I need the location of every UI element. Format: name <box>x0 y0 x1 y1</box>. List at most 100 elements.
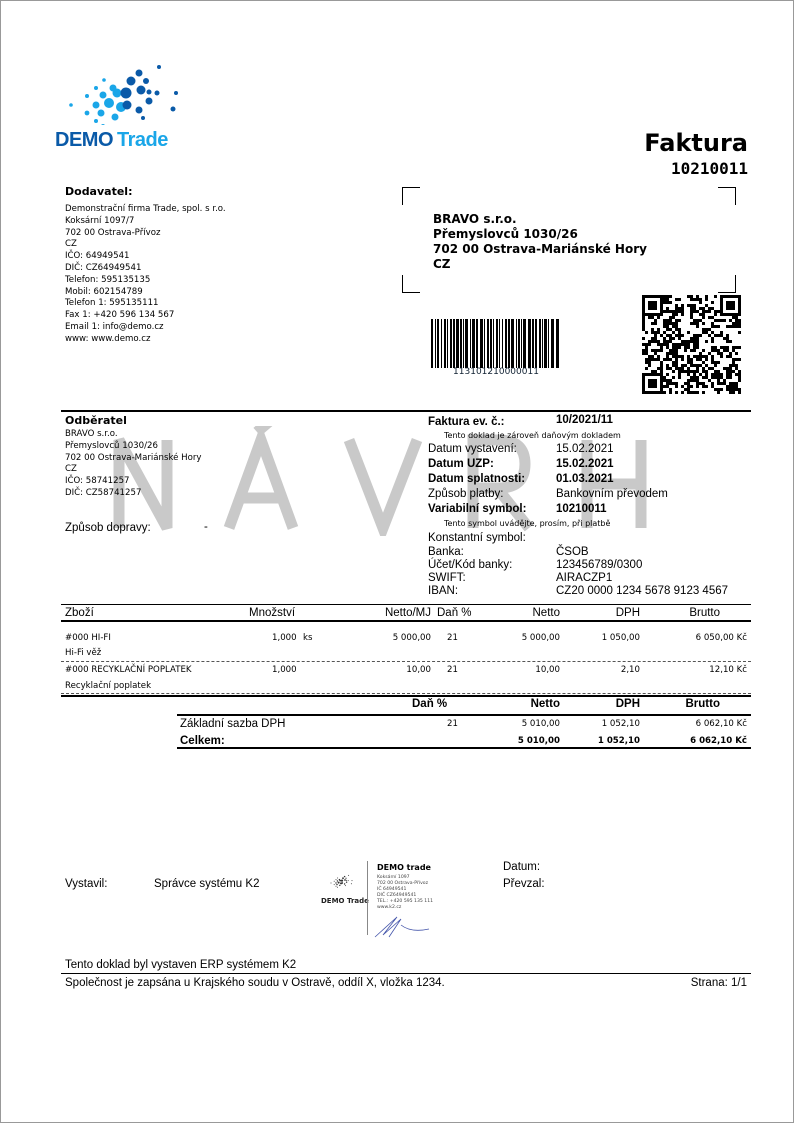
qr-module <box>660 361 663 364</box>
qr-module <box>702 349 705 352</box>
qr-module <box>726 304 729 307</box>
qr-module <box>726 340 729 343</box>
summary-header-net: Netto <box>530 698 560 710</box>
logo-dot <box>141 116 145 120</box>
qr-module <box>645 313 648 316</box>
stamp-dot <box>337 881 340 884</box>
qr-module <box>711 301 714 304</box>
qr-module <box>723 367 726 370</box>
barcode-bar <box>435 319 436 368</box>
qr-module <box>738 358 741 361</box>
qr-module <box>669 301 672 304</box>
qr-module <box>732 295 735 298</box>
qr-module <box>702 391 705 394</box>
qr-module <box>696 325 699 328</box>
item-net: 5 000,00 <box>521 633 560 643</box>
stamp-dot <box>351 880 353 882</box>
qr-module <box>651 385 654 388</box>
stamp-dot <box>336 886 338 888</box>
supplier-details: Demonstrační firma Trade, spol. s r.o. K… <box>65 204 226 346</box>
qr-module <box>642 388 645 391</box>
stamp-dot <box>344 885 346 887</box>
qr-module <box>723 295 726 298</box>
qr-module <box>663 379 666 382</box>
qr-module <box>642 385 645 388</box>
qr-module <box>732 325 735 328</box>
qr-module <box>687 391 690 394</box>
customer-line: CZ <box>65 464 77 475</box>
qr-module <box>663 343 666 346</box>
stamp-dot <box>339 879 342 882</box>
qr-module <box>672 313 675 316</box>
qr-module <box>687 379 690 382</box>
qr-module <box>663 310 666 313</box>
stamp-dot <box>330 882 332 884</box>
qr-module <box>645 373 648 376</box>
qr-module <box>663 322 666 325</box>
qr-module <box>726 367 729 370</box>
qr-module <box>663 337 666 340</box>
summary-total-net: 5 010,00 <box>517 736 560 746</box>
qr-module <box>726 346 729 349</box>
qr-module <box>660 301 663 304</box>
qr-module <box>738 376 741 379</box>
qr-module <box>660 370 663 373</box>
stamp-dot <box>344 879 346 881</box>
page-number: Strana: 1/1 <box>690 977 747 989</box>
qr-module <box>660 304 663 307</box>
qr-module <box>729 340 732 343</box>
qr-module <box>699 382 702 385</box>
qr-module <box>651 382 654 385</box>
qr-module <box>729 385 732 388</box>
qr-module <box>738 388 741 391</box>
qr-module <box>732 346 735 349</box>
qr-module <box>642 391 645 394</box>
qr-module <box>654 295 657 298</box>
barcode-bar <box>535 319 537 368</box>
barcode-bar <box>551 319 554 368</box>
qr-code-icon <box>642 295 741 394</box>
qr-module <box>645 295 648 298</box>
qr-module <box>735 367 738 370</box>
logo-dot <box>84 110 90 116</box>
address-line: Přemyslovců 1030/26 <box>433 227 578 241</box>
item-desc: Hi-Fi věž <box>65 648 102 658</box>
qr-module <box>675 310 678 313</box>
qr-module <box>693 379 696 382</box>
qr-module <box>693 391 696 394</box>
qr-module <box>675 385 678 388</box>
qr-module <box>642 310 645 313</box>
qr-module <box>690 310 693 313</box>
qr-module <box>648 391 651 394</box>
qr-module <box>696 337 699 340</box>
barcode-bar <box>453 319 455 368</box>
qr-module <box>678 331 681 334</box>
summary-header-vat: Daň % <box>412 698 448 710</box>
qr-module <box>684 349 687 352</box>
qr-module <box>675 328 678 331</box>
qr-module <box>702 316 705 319</box>
qr-module <box>678 373 681 376</box>
qr-module <box>651 340 654 343</box>
qr-module <box>696 340 699 343</box>
supplier-line: Koksární 1097/7 <box>65 215 135 226</box>
issued-by-value: Správce systému K2 <box>154 878 260 890</box>
watermark-letter-v <box>343 438 423 536</box>
logo-dot <box>69 103 73 107</box>
qr-module <box>675 358 678 361</box>
qr-module <box>696 295 699 298</box>
stamp-dot <box>333 880 335 882</box>
qr-module <box>690 316 693 319</box>
qr-module <box>651 373 654 376</box>
qr-module <box>645 391 648 394</box>
logo-dot <box>136 85 146 95</box>
qr-module <box>729 319 732 322</box>
qr-module <box>642 313 645 316</box>
logo-dot <box>135 69 143 77</box>
qr-module <box>714 295 717 298</box>
qr-module <box>645 346 648 349</box>
qr-module <box>696 385 699 388</box>
qr-module <box>660 298 663 301</box>
qr-module <box>657 367 660 370</box>
qr-module <box>687 346 690 349</box>
